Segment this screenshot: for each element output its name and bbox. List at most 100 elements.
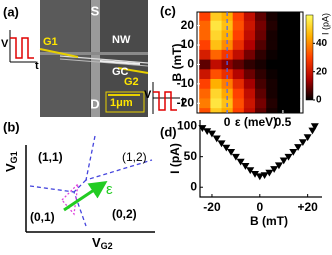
axis-symbol: V	[3, 163, 18, 172]
drain-label: D	[90, 96, 99, 111]
charge-state: (1,2)	[122, 150, 147, 164]
data-point	[241, 163, 250, 170]
data-point	[231, 153, 240, 161]
data-point	[198, 125, 207, 132]
colorbar	[305, 14, 314, 101]
data-point	[251, 170, 260, 178]
y-axis-label: VG1	[3, 151, 19, 172]
data-point	[246, 167, 255, 175]
data-point	[255, 173, 264, 181]
heatmap-cell	[266, 98, 278, 109]
heatmap-cell	[277, 12, 289, 22]
heatmap-cell	[266, 49, 278, 61]
heatmap-cell	[232, 108, 245, 113]
y-axis-label: B (mT)	[170, 44, 184, 82]
x-axis-label: B (mT)	[250, 214, 288, 228]
heatmap-cell	[288, 59, 301, 70]
y-tick-label: 100	[177, 118, 197, 132]
data-point	[284, 153, 293, 161]
heatmap-cell	[210, 98, 223, 109]
heatmap-cell	[210, 30, 223, 41]
y-tick-label: 0	[187, 57, 194, 71]
heatmap-cell	[266, 59, 278, 70]
colorbar-title: I (pA)	[320, 13, 330, 35]
heatmap-cell	[277, 40, 289, 51]
heatmap-cell	[266, 69, 278, 80]
colorbar-tick-label: 40	[316, 38, 328, 49]
data-point	[294, 144, 303, 151]
axis-subscript: G2	[101, 241, 113, 251]
panel-label: (d)	[160, 124, 177, 139]
heatmap-cell	[288, 108, 301, 113]
heatmap-cell	[232, 98, 245, 109]
heatmap-cell	[255, 108, 267, 113]
data-point	[279, 157, 288, 165]
heatmap-cell	[199, 20, 211, 31]
y-tick-label: 20	[181, 18, 195, 32]
data-point	[310, 123, 319, 131]
heatmap-cell	[266, 40, 278, 51]
x-tick-label: 0.5	[275, 115, 292, 129]
heatmap-cell	[288, 98, 301, 109]
sem-image	[39, 0, 149, 117]
pulse-axis: t	[35, 60, 39, 72]
scale-bar-label: 1μm	[110, 97, 133, 109]
heatmap-cell	[266, 30, 278, 41]
heatmap-cell	[199, 49, 211, 61]
heatmap-cell	[243, 88, 256, 99]
heatmap-cell	[266, 108, 278, 113]
heatmap-cell	[210, 20, 223, 31]
pulse-axis: t	[181, 96, 185, 108]
gate-label: G1	[43, 36, 58, 48]
gate-label: G2	[124, 76, 139, 88]
heatmap-cell	[199, 98, 211, 109]
colorbar-tick-label: 20	[316, 66, 328, 77]
heatmap-cell	[255, 69, 267, 80]
heatmap-cell	[199, 12, 211, 22]
heatmap-cell	[255, 30, 267, 41]
detuning-label: ε	[106, 181, 113, 198]
data-point	[303, 134, 312, 142]
data-point	[203, 128, 212, 135]
heatmap-cell	[288, 30, 301, 41]
heatmap-cell	[243, 30, 256, 41]
gate-label: GC	[112, 66, 129, 78]
heatmap-cell	[232, 20, 245, 31]
heatmap-cell	[210, 12, 223, 22]
x-tick-label: +20	[297, 200, 318, 214]
y-axis-label: I (pA)	[168, 143, 182, 174]
heatmap-cell	[199, 88, 211, 99]
heatmap-cell	[288, 20, 301, 31]
heatmap-cell	[255, 98, 267, 109]
heatmap-cell	[255, 20, 267, 31]
y-tick-label: 50	[184, 149, 198, 163]
data-point	[274, 162, 283, 170]
panel-label: (b)	[3, 119, 20, 134]
heatmap-cell	[277, 59, 289, 70]
triple-point-triangle	[61, 182, 79, 216]
panel-label: (c)	[160, 3, 176, 18]
heatmap-cell	[199, 30, 211, 41]
pulse-right	[152, 82, 180, 114]
transition-lines	[29, 135, 153, 227]
detuning-arrow	[63, 181, 108, 212]
y-tick-label: -10	[177, 76, 195, 90]
heatmap-cell	[210, 69, 223, 80]
heatmap-cell	[221, 12, 234, 22]
heatmap-cell	[210, 49, 223, 61]
heatmap-cell	[210, 59, 223, 70]
heatmap-cell	[266, 20, 278, 31]
heatmap-cell	[288, 69, 301, 80]
nanowire-label: NW	[112, 34, 131, 46]
heatmap-cell	[255, 49, 267, 61]
data-point	[207, 130, 216, 138]
heatmap-cell	[255, 88, 267, 99]
heatmap-cell	[232, 12, 245, 22]
heatmap-cell	[232, 30, 245, 41]
heatmap-cell	[232, 69, 245, 80]
pulse-left	[9, 30, 36, 63]
heatmap-cell	[221, 20, 234, 31]
heatmap-cell	[277, 30, 289, 41]
axis-symbol: V	[92, 235, 101, 250]
